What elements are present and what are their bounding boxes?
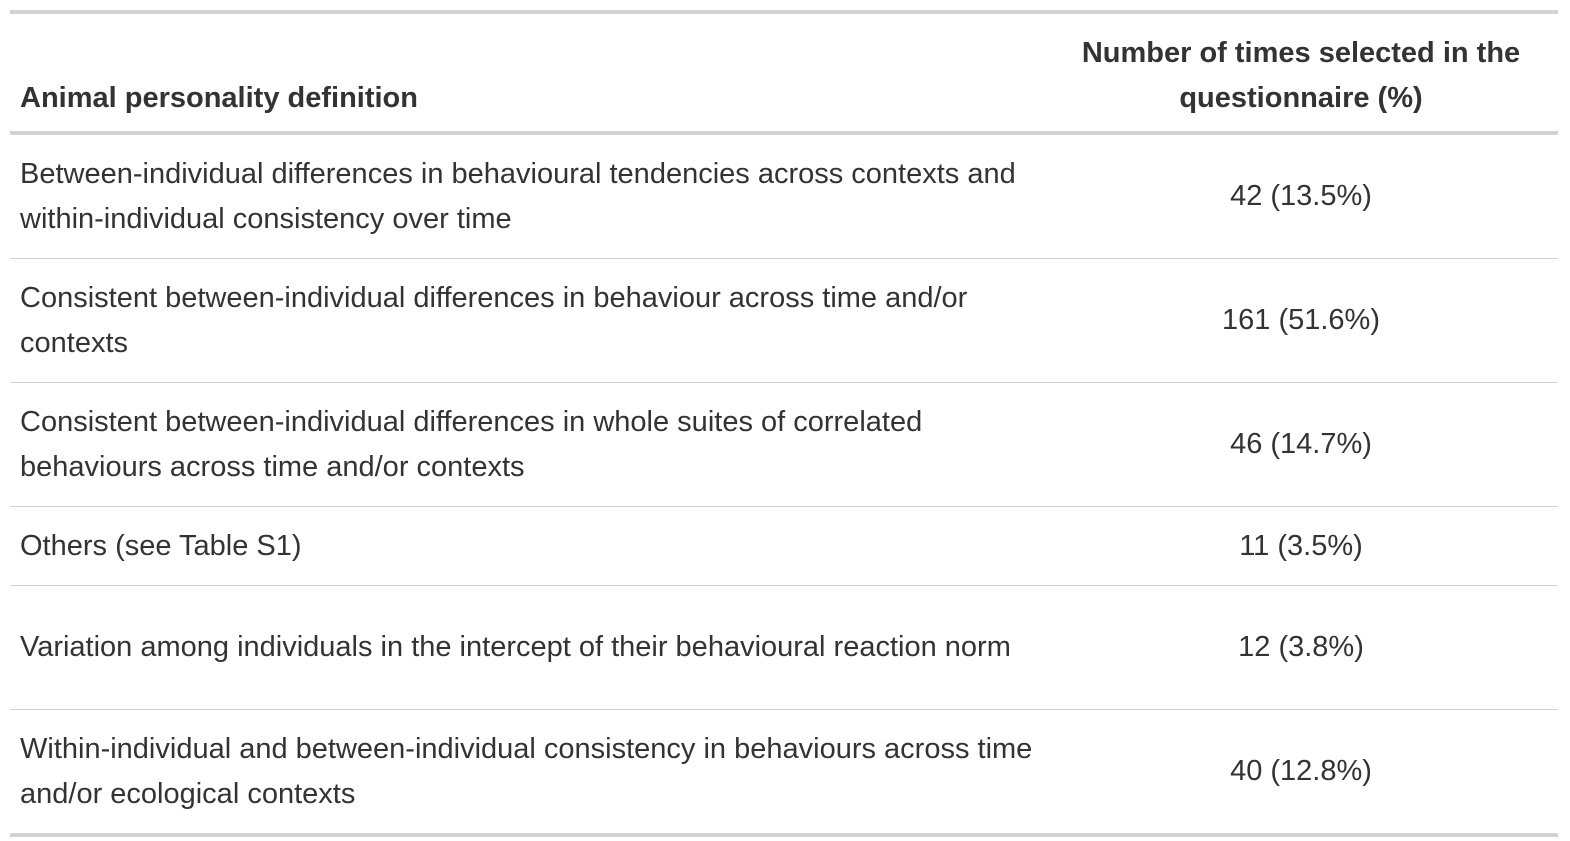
definition-cell: Variation among individuals in the inter… [20,631,1011,663]
count-cell: 42 (13.5%) [1230,180,1372,212]
table-row: Others (see Table S1) 11 (3.5%) [10,506,1558,586]
definition-cell: Consistent between-individual difference… [20,405,923,483]
table-body: Between-individual differences in behavi… [10,133,1558,835]
table-header: Animal personality definition Number of … [10,12,1558,133]
table-row: Variation among individuals in the inter… [10,585,1558,710]
definition-cell: Between-individual differences in behavi… [20,157,1016,235]
definition-cell: Consistent between-individual difference… [20,281,968,359]
personality-definition-table-container: Animal personality definition Number of … [10,10,1558,837]
personality-definition-table: Animal personality definition Number of … [10,10,1558,837]
table-row: Within-individual and between-individual… [10,709,1558,836]
header-row: Animal personality definition Number of … [10,12,1558,133]
table-row: Consistent between-individual difference… [10,382,1558,507]
count-cell: 12 (3.8%) [1238,631,1364,663]
definition-cell: Others (see Table S1) [20,529,302,562]
header-definition: Animal personality definition [20,82,418,114]
count-cell: 11 (3.5%) [1239,529,1363,562]
table-row: Consistent between-individual difference… [10,258,1558,383]
definition-cell: Within-individual and between-individual… [20,732,1033,810]
table-row: Between-individual differences in behavi… [10,133,1558,259]
header-count: Number of times selected in the question… [1081,37,1521,114]
count-cell: 161 (51.6%) [1222,304,1380,336]
count-cell: 40 (12.8%) [1230,755,1372,787]
count-cell: 46 (14.7%) [1230,428,1372,460]
